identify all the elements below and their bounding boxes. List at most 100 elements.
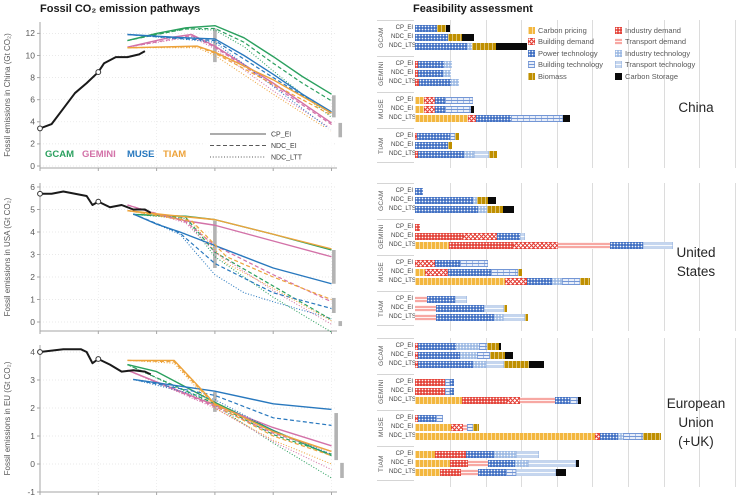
bar-row-United States-GCAM-NDC_EI: NDC_EI <box>377 197 754 204</box>
historical-marker <box>95 356 102 362</box>
historical-series <box>39 348 152 376</box>
segment-carbon_pricing <box>415 433 595 440</box>
series-MUSE-CP_EI <box>127 33 332 113</box>
segment-transport_demand <box>415 305 436 312</box>
scenario-label: NDC_EI <box>390 69 413 76</box>
scenario-label: NDC_EI <box>390 105 413 112</box>
pathways-title: Fossil CO₂ emission pathways <box>40 3 201 15</box>
segment-power_technology <box>435 106 445 113</box>
segment-transport_technology <box>503 314 525 321</box>
segment-transport_technology <box>643 242 673 249</box>
segment-building_demand <box>505 278 527 285</box>
stacked-bar <box>415 151 497 158</box>
legend-swatch-carbon_storage <box>615 72 623 80</box>
group-separator <box>377 92 414 93</box>
scenario-label: NDC_EI <box>390 33 413 40</box>
segment-building_demand <box>415 415 418 422</box>
scenario-label: CP_EI <box>395 414 413 421</box>
segment-industry_demand <box>415 151 418 158</box>
scenario-label: CP_EI <box>395 24 413 31</box>
segment-biomass <box>473 424 479 431</box>
segment-building_demand <box>424 106 435 113</box>
segment-biomass <box>487 343 499 350</box>
stacked-bar <box>415 305 507 312</box>
segment-biomass <box>489 151 497 158</box>
segment-biomass <box>518 269 522 276</box>
segment-transport_demand <box>520 397 555 404</box>
segment-building_technology <box>450 133 455 140</box>
stacked-bar <box>415 106 474 113</box>
scenario-label: CP_EI <box>395 342 413 349</box>
series-TIAM-CP_EI <box>127 359 332 453</box>
stacked-bar <box>415 269 522 276</box>
region-label: European Union (+UK) <box>666 396 726 449</box>
scenario-label: NDC_EI <box>390 351 413 358</box>
segment-transport_demand <box>463 424 467 431</box>
bar-row-China-MUSE-CP_EI: CP_EI <box>377 97 754 104</box>
bar-row-United States-TIAM-NDC_EI: NDC_EI <box>377 305 754 312</box>
segment-carbon_storage <box>496 43 527 50</box>
stacked-bar <box>415 314 528 321</box>
uncertainty-bar <box>332 297 336 313</box>
legend-swatch-power_technology <box>528 49 535 57</box>
stacked-bar <box>415 25 450 32</box>
scenario-label: NDC_LTS <box>389 78 416 85</box>
segment-industry_demand <box>415 61 418 68</box>
stacked-bar <box>415 424 479 431</box>
group-separator <box>377 219 414 220</box>
segment-power_technology <box>418 343 456 350</box>
gridline <box>592 338 594 487</box>
gridline <box>592 20 594 168</box>
feasibility-title: Feasibility assessment <box>413 3 533 15</box>
series-TIAM-CP_EI <box>127 209 332 250</box>
segment-biomass <box>455 133 459 140</box>
segment-power_technology <box>610 242 643 249</box>
bar-row-China-TIAM-NDC_LTS: NDC_LTS <box>377 151 754 158</box>
bar-row-United States-TIAM-NDC_LTS: NDC_LTS <box>377 314 754 321</box>
gridline <box>699 20 701 168</box>
segment-power_technology <box>417 133 450 140</box>
segment-carbon_pricing <box>415 469 440 476</box>
segment-carbon_storage <box>529 361 544 368</box>
segment-building_technology <box>477 352 490 359</box>
segment-biomass <box>643 433 661 440</box>
segment-industry_technology <box>494 314 503 321</box>
segment-carbon_pricing <box>415 424 451 431</box>
segment-building_technology <box>436 415 443 422</box>
stacked-bar <box>415 343 501 350</box>
bar-row-China-MUSE-NDC_EI: NDC_EI <box>377 106 754 113</box>
segment-carbon_pricing <box>415 451 435 458</box>
y-tick-label: -1 <box>27 487 35 497</box>
series-TIAM-NDC_EI <box>127 359 332 457</box>
y-tick-label: 0 <box>30 161 35 171</box>
series-MUSE-NDC_LTT <box>127 33 332 132</box>
segment-industry_technology <box>552 278 562 285</box>
y-tick-label: 4 <box>30 117 35 127</box>
stacked-bar <box>415 361 544 368</box>
legend-swatch-transport_demand <box>615 38 623 45</box>
stacked-bar <box>415 415 443 422</box>
segment-carbon_storage <box>462 34 474 41</box>
legend-swatch-building_technology <box>528 61 535 68</box>
bar-row-European Union (+UK)-GEMINI-NDC_EI: NDC_EI <box>377 388 754 395</box>
stacked-bar <box>415 233 525 240</box>
segment-transport_technology <box>455 296 467 303</box>
segment-carbon_pricing <box>415 397 462 404</box>
segment-power_technology <box>466 451 494 458</box>
segment-industry_technology <box>451 79 459 86</box>
gridline <box>485 20 487 168</box>
scenario-label: NDC_LTS <box>389 396 416 403</box>
region-label: United States <box>676 245 716 279</box>
series-TIAM-NDC_LTT <box>127 210 332 322</box>
gridline <box>628 20 629 168</box>
y-axis-label: Fossil emissions in USA (Gt CO₂) <box>3 197 12 316</box>
segment-industry_technology <box>473 197 477 204</box>
stacked-bar <box>415 206 514 213</box>
gridline <box>663 183 665 331</box>
y-tick-label: 1 <box>30 294 35 304</box>
segment-transport_demand <box>415 296 427 303</box>
segment-building_technology <box>445 388 450 395</box>
scenario-label: NDC_EI <box>390 387 413 394</box>
scenario-label: NDC_LTS <box>389 432 416 439</box>
